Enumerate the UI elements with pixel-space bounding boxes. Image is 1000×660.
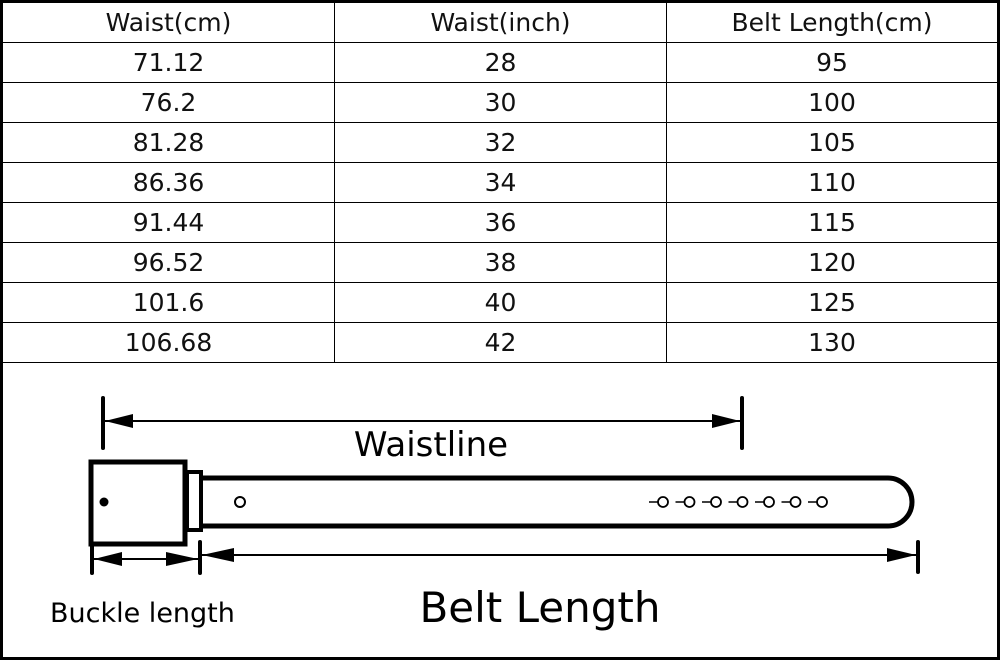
waistline-dimension (101, 396, 744, 450)
belt-length-label: Belt Length (419, 583, 660, 632)
belt-illustration (88, 459, 915, 547)
cell-belt-length: 115 (666, 202, 997, 243)
cell-waist-inch: 32 (334, 122, 667, 163)
cell-waist-cm: 76.2 (3, 82, 335, 123)
table-row: 91.44 36 115 (3, 202, 997, 243)
cell-waist-cm: 71.12 (3, 42, 335, 83)
cell-waist-cm: 101.6 (3, 282, 335, 323)
cell-waist-cm: 86.36 (3, 162, 335, 203)
cell-waist-cm: 91.44 (3, 202, 335, 243)
belt-hole (710, 496, 722, 508)
header-waist-cm: Waist(cm) (3, 3, 335, 43)
table-row: 106.68 42 130 (3, 322, 997, 363)
belt-hole (657, 496, 669, 508)
cell-waist-inch: 40 (334, 282, 667, 323)
size-table: Waist(cm) Waist(inch) Belt Length(cm) 71… (3, 3, 997, 363)
buckle-length-label: Buckle length (50, 598, 235, 629)
table-row: 71.12 28 95 (3, 42, 997, 83)
belt-hole (763, 496, 775, 508)
adjustment-holes (649, 496, 828, 508)
belt-hole (234, 496, 246, 508)
belt-hole (736, 496, 749, 508)
belt-length-dimension (198, 540, 920, 575)
table-row: 76.2 30 100 (3, 82, 997, 123)
cell-waist-inch: 42 (334, 322, 667, 363)
buckle-keeper (185, 470, 203, 532)
cell-belt-length: 130 (666, 322, 997, 363)
cell-waist-inch: 28 (334, 42, 667, 83)
waistline-label: Waistline (354, 425, 508, 465)
table-row: 96.52 38 120 (3, 242, 997, 283)
cell-belt-length: 95 (666, 42, 997, 83)
header-waist-inch: Waist(inch) (334, 3, 667, 43)
belt-hole (816, 496, 828, 508)
cell-waist-cm: 81.28 (3, 122, 335, 163)
belt-hole (789, 496, 802, 508)
table-row: 86.36 34 110 (3, 162, 997, 203)
belt-hole (683, 496, 696, 508)
table-row: 81.28 32 105 (3, 122, 997, 163)
cell-belt-length: 110 (666, 162, 997, 203)
buckle-length-dimension (90, 544, 198, 575)
cell-belt-length: 100 (666, 82, 997, 123)
cell-waist-cm: 106.68 (3, 322, 335, 363)
cell-waist-cm: 96.52 (3, 242, 335, 283)
buckle-pin (99, 497, 109, 507)
cell-belt-length: 105 (666, 122, 997, 163)
